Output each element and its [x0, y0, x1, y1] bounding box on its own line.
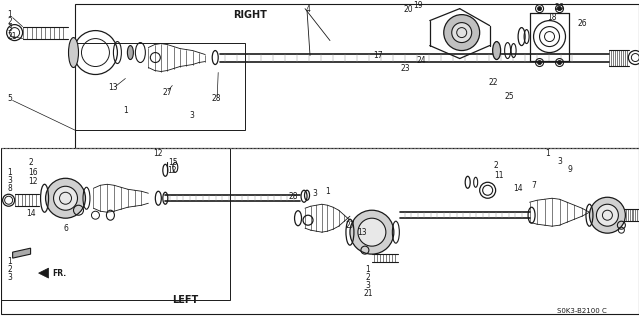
Text: 1: 1	[545, 149, 550, 158]
Text: 21: 21	[8, 32, 17, 41]
Text: 8: 8	[8, 184, 12, 193]
Text: 12: 12	[168, 166, 177, 175]
Text: 26: 26	[555, 3, 564, 12]
Text: 13: 13	[109, 83, 118, 92]
Circle shape	[54, 186, 77, 210]
Text: LEFT: LEFT	[172, 295, 198, 305]
Text: 3: 3	[8, 273, 13, 282]
Text: 1: 1	[365, 264, 371, 274]
Text: 5: 5	[8, 94, 13, 103]
Ellipse shape	[68, 38, 79, 68]
Text: 24: 24	[417, 56, 427, 65]
Text: 2: 2	[8, 17, 12, 26]
Circle shape	[557, 61, 561, 64]
Text: 3: 3	[365, 281, 371, 290]
Text: 3: 3	[8, 24, 13, 33]
Text: RIGHT: RIGHT	[233, 10, 267, 20]
Text: 23: 23	[400, 64, 410, 73]
Text: 1: 1	[123, 106, 128, 115]
Circle shape	[589, 197, 625, 233]
Text: 28: 28	[288, 192, 298, 201]
Text: 21: 21	[363, 289, 372, 298]
Text: S0K3-B2100 C: S0K3-B2100 C	[557, 308, 606, 314]
Text: 2: 2	[29, 158, 33, 167]
Polygon shape	[13, 248, 31, 258]
Circle shape	[538, 61, 541, 64]
Circle shape	[358, 218, 386, 246]
Text: 4: 4	[305, 5, 310, 14]
Text: 13: 13	[357, 228, 367, 237]
Text: 26: 26	[578, 19, 588, 28]
Text: 18: 18	[547, 13, 556, 22]
Text: 1: 1	[8, 10, 12, 19]
Text: 3: 3	[190, 111, 195, 120]
Text: 12: 12	[29, 177, 38, 186]
Ellipse shape	[493, 41, 500, 60]
Text: 1: 1	[326, 187, 330, 196]
Text: 2: 2	[493, 161, 498, 170]
Ellipse shape	[127, 46, 133, 60]
Text: 12: 12	[154, 149, 163, 158]
Circle shape	[45, 178, 86, 218]
Text: 22: 22	[489, 78, 499, 87]
Text: 17: 17	[373, 51, 383, 60]
Text: 7: 7	[531, 181, 536, 190]
Circle shape	[444, 15, 479, 50]
Text: 3: 3	[557, 157, 562, 166]
Text: 19: 19	[413, 1, 422, 10]
Text: 2: 2	[365, 273, 371, 282]
Text: 3: 3	[8, 176, 13, 185]
Text: 16: 16	[29, 168, 38, 177]
Text: 28: 28	[211, 94, 221, 103]
Polygon shape	[38, 268, 49, 278]
Circle shape	[350, 210, 394, 254]
Text: 27: 27	[345, 221, 355, 230]
Text: 6: 6	[63, 224, 68, 233]
Text: 3: 3	[312, 189, 317, 198]
Text: 1: 1	[8, 168, 12, 177]
Text: 14: 14	[513, 184, 522, 193]
Circle shape	[452, 23, 472, 42]
Circle shape	[557, 7, 561, 11]
Text: 20: 20	[403, 5, 413, 14]
Circle shape	[538, 7, 541, 11]
Text: 11: 11	[494, 171, 504, 180]
Text: 14: 14	[26, 209, 35, 218]
Text: 27: 27	[163, 88, 172, 97]
Text: 2: 2	[8, 264, 12, 274]
Circle shape	[596, 204, 618, 226]
Text: 9: 9	[567, 165, 572, 174]
Text: 1: 1	[8, 256, 12, 266]
Text: FR.: FR.	[52, 269, 67, 278]
Text: 15: 15	[168, 158, 178, 167]
Text: 25: 25	[505, 92, 515, 101]
